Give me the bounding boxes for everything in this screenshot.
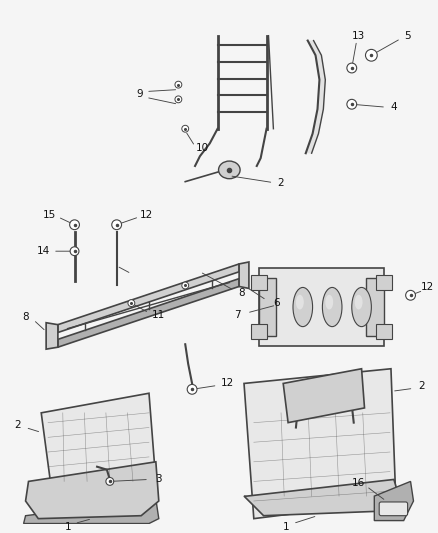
Polygon shape: [259, 278, 276, 336]
Circle shape: [347, 63, 357, 73]
Polygon shape: [24, 499, 159, 523]
Polygon shape: [306, 134, 318, 153]
Text: 16: 16: [352, 478, 365, 488]
Circle shape: [128, 300, 135, 306]
Text: 12: 12: [139, 210, 153, 220]
Circle shape: [175, 81, 182, 88]
Polygon shape: [41, 393, 156, 501]
Polygon shape: [315, 55, 325, 80]
Bar: [376, 324, 392, 340]
Text: 13: 13: [352, 31, 365, 41]
Polygon shape: [367, 278, 384, 336]
Ellipse shape: [293, 287, 313, 327]
Ellipse shape: [219, 161, 240, 179]
Text: 2: 2: [277, 177, 283, 188]
Polygon shape: [239, 262, 249, 288]
Polygon shape: [283, 369, 364, 423]
Polygon shape: [58, 264, 239, 333]
Text: 1: 1: [283, 522, 290, 532]
Text: 6: 6: [273, 298, 279, 308]
Text: 2: 2: [14, 419, 21, 430]
Text: 12: 12: [420, 282, 434, 293]
Text: 15: 15: [42, 210, 56, 220]
Text: 8: 8: [22, 312, 29, 322]
Polygon shape: [58, 279, 239, 347]
Circle shape: [70, 220, 79, 230]
Text: 9: 9: [136, 90, 142, 100]
Polygon shape: [313, 109, 323, 134]
Circle shape: [70, 247, 79, 256]
Circle shape: [112, 220, 122, 230]
Text: 12: 12: [221, 378, 234, 389]
Ellipse shape: [355, 295, 363, 310]
Text: 14: 14: [36, 246, 50, 256]
Ellipse shape: [352, 287, 371, 327]
Polygon shape: [244, 369, 396, 519]
Text: 11: 11: [152, 310, 166, 320]
Ellipse shape: [325, 295, 333, 310]
Polygon shape: [46, 322, 58, 349]
Text: 10: 10: [195, 143, 208, 154]
Polygon shape: [244, 480, 399, 516]
Circle shape: [406, 290, 416, 300]
Polygon shape: [259, 268, 384, 346]
Bar: [376, 274, 392, 290]
Circle shape: [106, 478, 114, 486]
Text: 8: 8: [239, 288, 245, 298]
Bar: [251, 274, 267, 290]
Ellipse shape: [322, 287, 342, 327]
Bar: [251, 324, 267, 340]
Polygon shape: [25, 462, 159, 519]
Polygon shape: [374, 481, 413, 521]
Text: 1: 1: [64, 522, 71, 532]
Circle shape: [175, 96, 182, 103]
Text: 4: 4: [391, 102, 397, 112]
Text: 7: 7: [234, 310, 240, 320]
FancyBboxPatch shape: [379, 502, 408, 516]
Text: 2: 2: [418, 382, 424, 391]
Circle shape: [182, 125, 189, 132]
Circle shape: [365, 50, 377, 61]
Circle shape: [187, 384, 197, 394]
Polygon shape: [307, 41, 321, 55]
Text: 5: 5: [404, 31, 411, 41]
Text: 3: 3: [155, 474, 162, 484]
Ellipse shape: [296, 295, 304, 310]
Polygon shape: [318, 80, 325, 109]
Circle shape: [182, 282, 189, 289]
Circle shape: [347, 99, 357, 109]
